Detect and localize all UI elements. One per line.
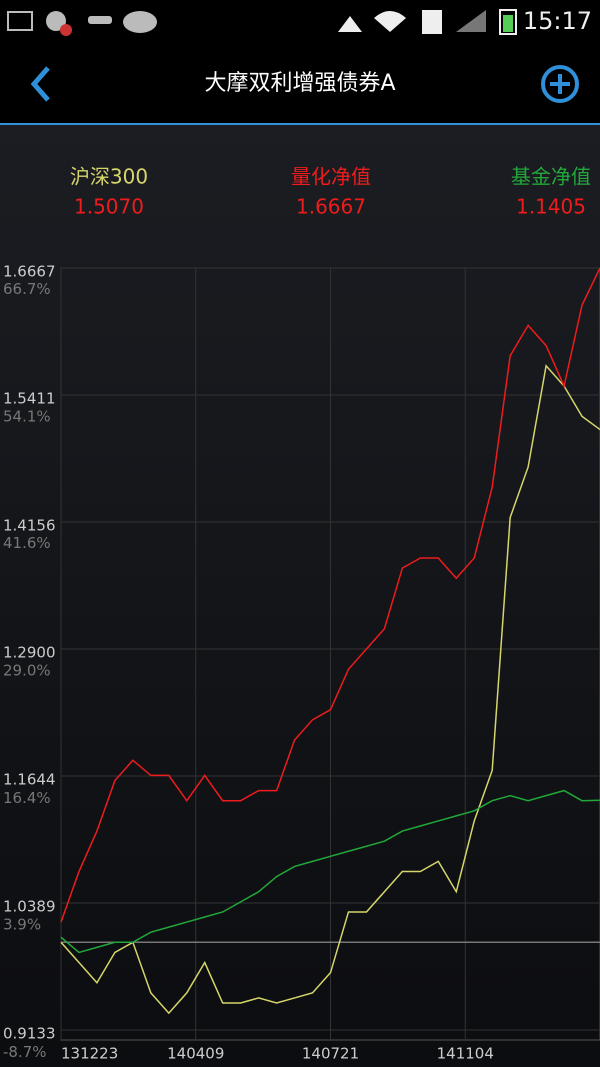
page-title: 大摩双利增强债券A <box>204 71 395 96</box>
legend-name: 基金净值 <box>511 165 591 189</box>
y2-tick-label: 3.9% <box>3 915 41 933</box>
x-tick-label: 140409 <box>167 1045 224 1063</box>
series-line <box>60 789 600 954</box>
status-icons <box>7 9 517 36</box>
y-tick-label: 0.9133 <box>3 1025 56 1043</box>
y2-tick-label: 16.4% <box>3 789 51 807</box>
x-tick-label: 140721 <box>302 1045 359 1063</box>
x-tick-label: 141104 <box>437 1045 494 1063</box>
clock: 15:17 <box>523 7 592 35</box>
y-tick-label: 1.4156 <box>3 516 56 534</box>
legend-value: 1.1405 <box>516 195 586 219</box>
y2-tick-label: 66.7% <box>3 280 51 298</box>
back-button[interactable] <box>30 66 50 102</box>
y-tick-label: 1.1644 <box>3 771 56 789</box>
x-tick-label: 131223 <box>61 1045 118 1063</box>
background <box>0 124 600 1067</box>
y-tick-label: 1.5411 <box>3 390 56 408</box>
legend-value: 1.6667 <box>296 195 366 219</box>
y-tick-label: 1.2900 <box>3 644 56 662</box>
legend-value: 1.5070 <box>74 195 144 219</box>
y2-tick-label: 29.0% <box>3 662 51 680</box>
legend-name: 量化净值 <box>291 165 371 189</box>
y-tick-label: 1.0389 <box>3 897 56 915</box>
y-tick-label: 1.6667 <box>3 263 56 281</box>
y2-tick-label: 41.6% <box>3 534 51 552</box>
add-button[interactable] <box>541 65 579 103</box>
y2-tick-label: -8.7% <box>3 1043 47 1061</box>
legend-name: 沪深300 <box>70 165 148 189</box>
y2-tick-label: 54.1% <box>3 408 51 426</box>
series-line <box>60 364 600 1015</box>
series-line <box>60 267 600 923</box>
